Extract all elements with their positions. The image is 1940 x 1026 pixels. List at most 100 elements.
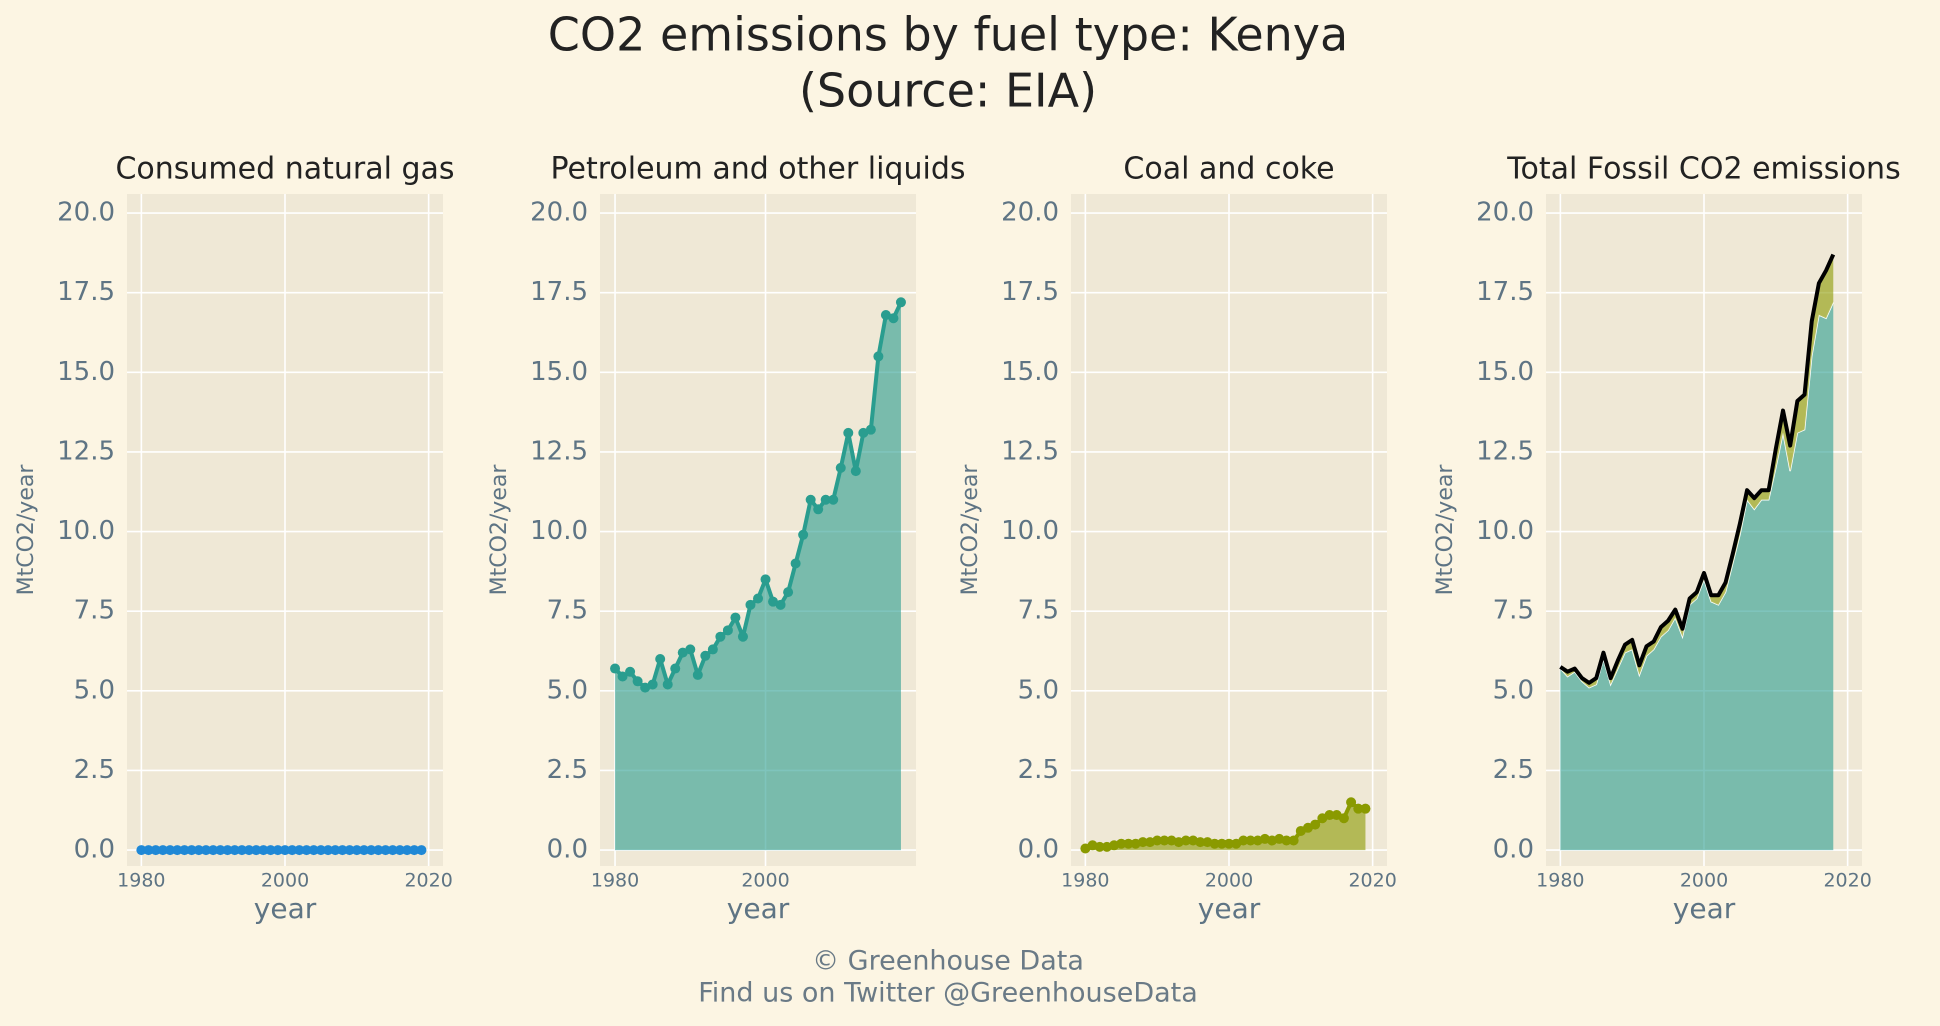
- marker: [1116, 838, 1127, 849]
- marker: [1238, 835, 1249, 846]
- y-tick-label: 12.5: [1476, 436, 1534, 466]
- marker: [330, 845, 341, 856]
- marker: [783, 587, 794, 598]
- figure-title: CO2 emissions by fuel type: Kenya: [548, 8, 1348, 62]
- marker: [258, 845, 269, 856]
- y-tick-label: 7.5: [74, 596, 115, 626]
- marker: [1346, 797, 1357, 808]
- marker: [843, 427, 854, 438]
- marker: [632, 676, 643, 687]
- marker: [172, 845, 183, 856]
- marker: [287, 845, 298, 856]
- marker: [790, 558, 801, 569]
- marker: [402, 845, 413, 856]
- y-tick-label: 2.5: [547, 755, 588, 785]
- marker: [1209, 838, 1220, 849]
- x-tick-label: 2000: [261, 870, 309, 892]
- marker: [186, 845, 197, 856]
- footer: © Greenhouse Data: [812, 946, 1084, 977]
- x-tick-label: 1980: [117, 870, 165, 892]
- marker: [873, 351, 884, 362]
- y-tick-label: 17.5: [1001, 277, 1059, 307]
- marker: [813, 504, 824, 515]
- marker: [640, 682, 651, 693]
- x-axis-label: year: [254, 892, 317, 925]
- marker: [1180, 835, 1191, 846]
- marker: [1288, 835, 1299, 846]
- y-tick-label: 20.0: [57, 198, 115, 228]
- y-tick-label: 10.0: [57, 516, 115, 546]
- marker: [280, 845, 290, 856]
- marker: [737, 631, 748, 642]
- y-tick-label: 0.0: [74, 835, 115, 865]
- marker: [647, 679, 658, 690]
- marker: [1281, 835, 1292, 846]
- footer: Find us on Twitter @GreenhouseData: [698, 978, 1198, 1009]
- marker: [685, 644, 696, 655]
- marker: [888, 313, 899, 324]
- marker: [1360, 803, 1371, 814]
- y-tick-label: 20.0: [530, 198, 588, 228]
- marker: [222, 845, 233, 856]
- marker: [416, 845, 427, 856]
- marker: [359, 845, 369, 856]
- marker: [179, 845, 190, 856]
- subplot-title: Consumed natural gas: [115, 152, 454, 187]
- y-tick-label: 15.0: [530, 357, 588, 387]
- marker: [251, 845, 262, 856]
- marker: [1152, 835, 1163, 846]
- y-tick-label: 2.5: [1018, 755, 1059, 785]
- y-tick-label: 17.5: [1476, 277, 1534, 307]
- marker: [1245, 835, 1256, 846]
- y-tick-label: 7.5: [547, 596, 588, 626]
- marker: [136, 845, 147, 856]
- y-tick-label: 10.0: [1476, 516, 1534, 546]
- marker: [850, 466, 861, 477]
- marker: [858, 427, 869, 438]
- y-tick-label: 15.0: [57, 357, 115, 387]
- y-tick-label: 12.5: [1001, 436, 1059, 466]
- marker: [692, 669, 703, 680]
- marker: [344, 845, 355, 856]
- figure-subtitle: (Source: EIA): [799, 64, 1097, 118]
- y-tick-label: 10.0: [1001, 516, 1059, 546]
- marker: [722, 625, 733, 636]
- subplot-title: Coal and coke: [1123, 152, 1334, 187]
- marker: [828, 494, 839, 505]
- marker: [610, 663, 621, 674]
- marker: [337, 845, 348, 856]
- marker: [1338, 813, 1349, 824]
- marker: [677, 647, 688, 658]
- marker: [380, 845, 391, 856]
- marker: [143, 845, 154, 856]
- subplot-title: Petroleum and other liquids: [550, 152, 965, 187]
- y-tick-label: 15.0: [1001, 357, 1059, 387]
- marker: [662, 679, 673, 690]
- marker: [373, 845, 384, 856]
- marker: [1216, 838, 1227, 849]
- marker: [1094, 841, 1105, 852]
- y-tick-label: 2.5: [74, 755, 115, 785]
- marker: [798, 529, 809, 540]
- marker: [387, 845, 398, 856]
- y-tick-label: 0.0: [547, 835, 588, 865]
- marker: [805, 494, 816, 505]
- y-tick-label: 5.0: [547, 675, 588, 705]
- marker: [670, 663, 681, 674]
- area: [615, 302, 901, 851]
- x-tick-label: 1980: [591, 870, 639, 892]
- marker: [895, 297, 906, 308]
- x-axis-label: year: [1198, 892, 1261, 925]
- marker: [1159, 835, 1170, 846]
- y-tick-label: 5.0: [1493, 675, 1534, 705]
- marker: [820, 494, 831, 505]
- y-tick-label: 20.0: [1001, 198, 1059, 228]
- x-tick-label: 2000: [1205, 870, 1253, 892]
- marker: [193, 845, 204, 856]
- marker: [835, 462, 846, 473]
- y-tick-label: 17.5: [530, 277, 588, 307]
- y-tick-label: 2.5: [1493, 755, 1534, 785]
- marker: [150, 845, 161, 856]
